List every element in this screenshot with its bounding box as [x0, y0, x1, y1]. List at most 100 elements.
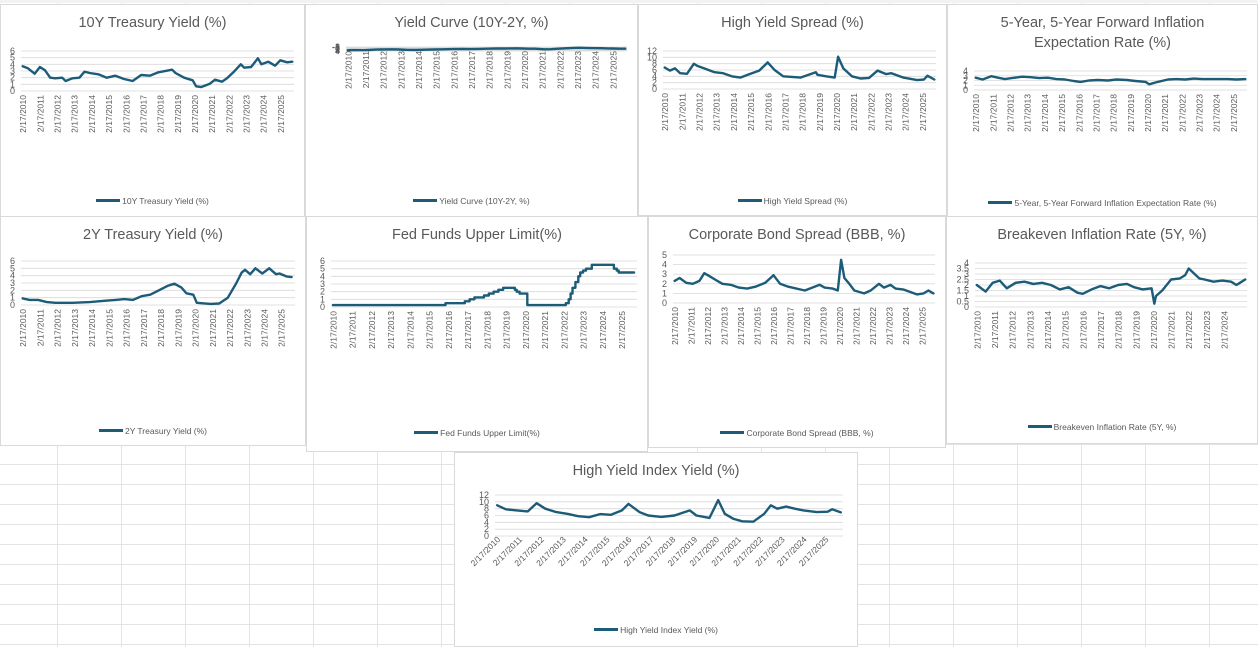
x-tick-label: 2/17/2011: [361, 51, 371, 88]
y-tick-label: 0.5: [956, 297, 969, 307]
x-tick-label: 2/17/2024: [259, 95, 269, 133]
x-tick-label: 2/17/2010: [18, 95, 28, 133]
legend-label: Breakeven Inflation Rate (5Y, %): [1053, 421, 1177, 432]
x-tick-label: 2/17/2023: [241, 95, 251, 133]
chart-5[interactable]: 2Y Treasury Yield (%) 0 1 2 3 4 5 6 2/17/2010 2/1…: [0, 216, 306, 446]
x-tick-label: 2/17/2022: [1177, 94, 1187, 132]
x-tick-label: 2/17/2021: [207, 95, 217, 133]
chart-legend: Corporate Bond Spread (BBB, %): [649, 427, 945, 438]
chart-1[interactable]: 10Y Treasury Yield (%) 0 1 2 3 4 5 6 2/17/2010 2/…: [0, 4, 305, 218]
y-tick-label: 6: [10, 256, 15, 266]
chart-title: 5-Year, 5-Year Forward Inflation Expecta…: [1000, 15, 1205, 51]
chart-title: 2Y Treasury Yield (%): [83, 227, 223, 243]
chart-legend: 5-Year, 5-Year Forward Inflation Expecta…: [948, 197, 1257, 208]
legend-swatch: [720, 431, 745, 435]
y-tick-label: 0: [10, 300, 15, 310]
x-tick-label: 2/17/2021: [540, 311, 550, 349]
x-tick-label: 2/17/2025: [608, 51, 618, 89]
x-tick-label: 2/17/2015: [1061, 311, 1071, 349]
x-tick-label: 2/17/2014: [87, 95, 97, 133]
x-tick-label: 2/17/2024: [598, 311, 608, 349]
y-tick-label: 10: [647, 52, 657, 62]
chart-title: Fed Funds Upper Limit(%): [391, 227, 563, 243]
chart-2[interactable]: Yield Curve (10Y-2Y, %) -2 -1 0 1 2 3 4 2/17/201…: [305, 4, 638, 218]
x-tick-label: 2/17/2021: [538, 51, 548, 89]
x-tick-label: 2/17/2020: [521, 311, 531, 349]
y-tick-label: 3: [10, 278, 15, 288]
x-tick-label: 2/17/2017: [139, 309, 149, 347]
chart-7[interactable]: Corporate Bond Spread (BBB, %) 0 1 2 3 4 5 2/17…: [648, 216, 946, 448]
y-tick-label: 5: [320, 264, 325, 274]
y-tick-label: 1: [10, 293, 15, 303]
y-tick-label: 5: [10, 263, 15, 273]
y-tick-label: 0: [10, 86, 15, 96]
x-tick-label: 2/17/2014: [1043, 311, 1053, 349]
x-tick-label: 2/17/2020: [1149, 311, 1159, 349]
x-tick-label: 2/17/2016: [763, 93, 773, 131]
x-tick-label: 2/17/2022: [868, 307, 878, 345]
x-tick-label: 2/17/2012: [367, 311, 377, 349]
x-tick-label: 2/17/2019: [173, 95, 183, 133]
x-tick-label: 2/17/2019: [1131, 311, 1141, 349]
y-tick-label: 1: [964, 291, 969, 301]
x-tick-label: 2/17/2011: [990, 311, 1000, 348]
x-tick-label: 2/17/2017: [138, 95, 148, 133]
x-tick-label: 2/17/2017: [780, 93, 790, 131]
x-tick-label: 2/17/2017: [1096, 311, 1106, 349]
x-tick-label: 2/17/2019: [173, 309, 183, 347]
chart-9[interactable]: High Yield Index Yield (%) 0 2 4 6 8 10 12 2/17/…: [454, 452, 858, 647]
x-tick-label: 2/17/2012: [1006, 94, 1016, 132]
y-tick-label: 8: [652, 59, 657, 69]
x-tick-label: 2/17/2011: [35, 309, 45, 346]
x-tick-label: 2/17/2020: [190, 95, 200, 133]
x-tick-label: 2/17/2024: [1212, 94, 1222, 132]
chart-title: High Yield Index Yield (%): [572, 463, 740, 479]
y-tick-label: 6: [652, 65, 657, 75]
chart-8[interactable]: Breakeven Inflation Rate (5Y, %) 0 0.5 1 1.5…: [946, 216, 1258, 444]
x-tick-label: 2/17/2018: [1114, 311, 1124, 349]
chart-title: 10Y Treasury Yield (%): [78, 15, 227, 31]
series-line: [975, 267, 1247, 305]
y-tick-label: 4: [10, 271, 15, 281]
chart-6[interactable]: Fed Funds Upper Limit(%) 0 1 2 3 4 5 6 2/17/2010…: [306, 216, 648, 452]
y-tick-label: 4: [964, 258, 969, 268]
y-tick-label: 1: [963, 80, 968, 90]
y-tick-label: 1: [662, 288, 667, 298]
chart-title: Breakeven Inflation Rate (5Y, %): [997, 227, 1207, 243]
y-tick-label: 3: [963, 71, 968, 81]
legend-label: High Yield Index Yield (%): [620, 624, 718, 635]
legend-swatch: [98, 429, 123, 433]
legend-label: 10Y Treasury Yield (%): [122, 195, 209, 206]
x-tick-label: 2/17/2016: [444, 311, 454, 349]
x-tick-label: 2/17/2020: [520, 51, 530, 89]
chart-plot: 0246810122/17/20102/17/20112/17/20122/17…: [468, 490, 843, 568]
chart-4[interactable]: 5-Year, 5-Year Forward Inflation Expecta…: [947, 4, 1258, 218]
x-tick-label: 2/17/2013: [720, 307, 730, 345]
x-tick-label: 2/17/2018: [485, 51, 495, 89]
x-tick-label: 2/17/2012: [379, 51, 389, 89]
legend-label: Corporate Bond Spread (BBB, %): [746, 427, 874, 438]
x-tick-label: 2/17/2013: [396, 51, 406, 89]
series-line: [663, 55, 936, 82]
legend-swatch: [96, 199, 121, 203]
y-tick-label: 2: [335, 45, 340, 55]
legend-label: 5-Year, 5-Year Forward Inflation Expecta…: [1014, 197, 1217, 208]
x-tick-label: 2/17/2015: [1057, 94, 1067, 132]
x-tick-label: 2/17/2014: [1040, 94, 1050, 132]
y-tick-label: 10: [479, 497, 489, 507]
x-tick-label: 2/17/2021: [851, 307, 861, 345]
y-tick-label: 2: [10, 285, 15, 295]
chart-3[interactable]: High Yield Spread (%) 0 2 4 6 8 10 12 2/17/2010 2…: [638, 4, 947, 216]
x-tick-label: 2/17/2025: [917, 307, 927, 345]
x-tick-label: 2/17/2010: [670, 307, 680, 345]
x-tick-label: 2/17/2014: [405, 311, 415, 349]
x-tick-label: 2/17/2013: [70, 309, 80, 347]
y-tick-label: 2: [963, 76, 968, 86]
x-tick-label: 2/17/2010: [18, 309, 28, 347]
legend-label: Yield Curve (10Y-2Y, %): [439, 195, 530, 206]
y-tick-label: 2: [662, 279, 667, 289]
y-tick-label: 4: [10, 59, 15, 69]
x-tick-label: 2/17/2018: [482, 311, 492, 349]
y-tick-label: 0: [335, 43, 340, 53]
